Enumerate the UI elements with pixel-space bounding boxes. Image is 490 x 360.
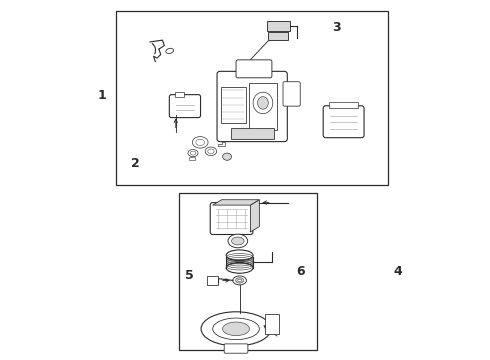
Bar [179, 193, 317, 350]
Bar [248, 83, 277, 130]
Polygon shape [250, 200, 259, 232]
Ellipse shape [236, 278, 244, 283]
Ellipse shape [226, 250, 253, 261]
Ellipse shape [192, 136, 208, 148]
Ellipse shape [205, 147, 217, 156]
Ellipse shape [228, 234, 247, 248]
FancyBboxPatch shape [210, 203, 253, 234]
Ellipse shape [258, 96, 269, 109]
Text: 4: 4 [393, 265, 402, 278]
Text: 6: 6 [296, 265, 305, 278]
Bar [190, 157, 195, 160]
Bar [220, 87, 245, 123]
Ellipse shape [213, 318, 259, 339]
Text: 2: 2 [131, 157, 140, 170]
FancyBboxPatch shape [170, 95, 200, 118]
Polygon shape [213, 200, 259, 205]
Ellipse shape [166, 48, 173, 54]
Text: 3: 3 [332, 21, 341, 34]
Ellipse shape [253, 92, 273, 114]
Ellipse shape [222, 153, 232, 160]
Ellipse shape [233, 276, 246, 285]
Ellipse shape [238, 279, 242, 282]
Ellipse shape [188, 149, 198, 157]
FancyBboxPatch shape [323, 106, 364, 138]
Bar [269, 32, 288, 40]
Ellipse shape [232, 237, 244, 245]
Bar [231, 128, 274, 139]
Ellipse shape [222, 322, 249, 336]
Text: 5: 5 [185, 269, 194, 282]
Polygon shape [218, 142, 225, 146]
Ellipse shape [201, 312, 271, 346]
Bar [207, 276, 218, 285]
FancyBboxPatch shape [236, 60, 272, 78]
Ellipse shape [190, 151, 196, 155]
FancyBboxPatch shape [217, 71, 287, 141]
Ellipse shape [208, 149, 214, 154]
Bar [265, 315, 279, 334]
Bar [226, 255, 253, 268]
Bar [175, 93, 184, 97]
FancyBboxPatch shape [283, 82, 300, 106]
Ellipse shape [226, 262, 253, 273]
Text: 1: 1 [97, 89, 106, 102]
Bar [329, 102, 358, 108]
FancyBboxPatch shape [224, 344, 248, 353]
Bar [267, 21, 290, 31]
Ellipse shape [196, 139, 204, 145]
Bar [116, 12, 389, 185]
